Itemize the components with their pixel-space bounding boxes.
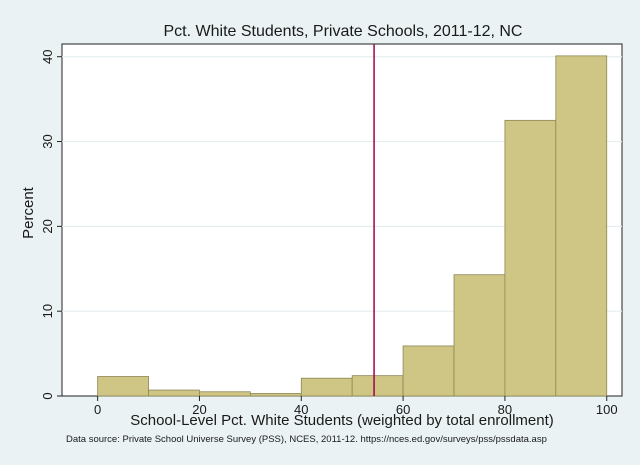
histogram-bar-6 (351, 375, 404, 397)
histogram-bar-3 (199, 391, 251, 397)
histogram-bar-8 (453, 274, 506, 397)
x-tick-label: 60 (396, 402, 410, 417)
y-tick-label: 0 (40, 392, 55, 399)
histogram-bar-10 (555, 55, 608, 397)
axes: 0 20 40 60 80 100 0 10 20 30 40 (40, 49, 618, 417)
x-tick-label: 0 (94, 402, 101, 417)
x-tick-label: 80 (498, 402, 512, 417)
y-tick-label: 20 (40, 219, 55, 233)
y-axis-label: Percent (20, 186, 37, 239)
chart-title: Pct. White Students, Private Schools, 20… (164, 23, 523, 40)
histogram-bar-1 (97, 376, 149, 397)
x-axis-label: School-Level Pct. White Students (weight… (130, 412, 554, 429)
y-tick-label: 30 (40, 134, 55, 148)
x-tick-label: 100 (596, 402, 618, 417)
histogram-bar-7 (402, 345, 455, 397)
histogram-bar-9 (504, 119, 557, 397)
histogram-bar-2 (148, 389, 200, 397)
data-source-note: Data source: Private School Universe Sur… (66, 434, 547, 445)
y-tick-label: 40 (40, 49, 55, 63)
histogram-bars (97, 55, 608, 397)
histogram-bar-5 (300, 377, 353, 397)
histogram-bar-4 (249, 393, 302, 397)
y-tick-label: 10 (40, 304, 55, 318)
x-tick-label: 20 (192, 402, 206, 417)
x-tick-label: 40 (294, 402, 308, 417)
